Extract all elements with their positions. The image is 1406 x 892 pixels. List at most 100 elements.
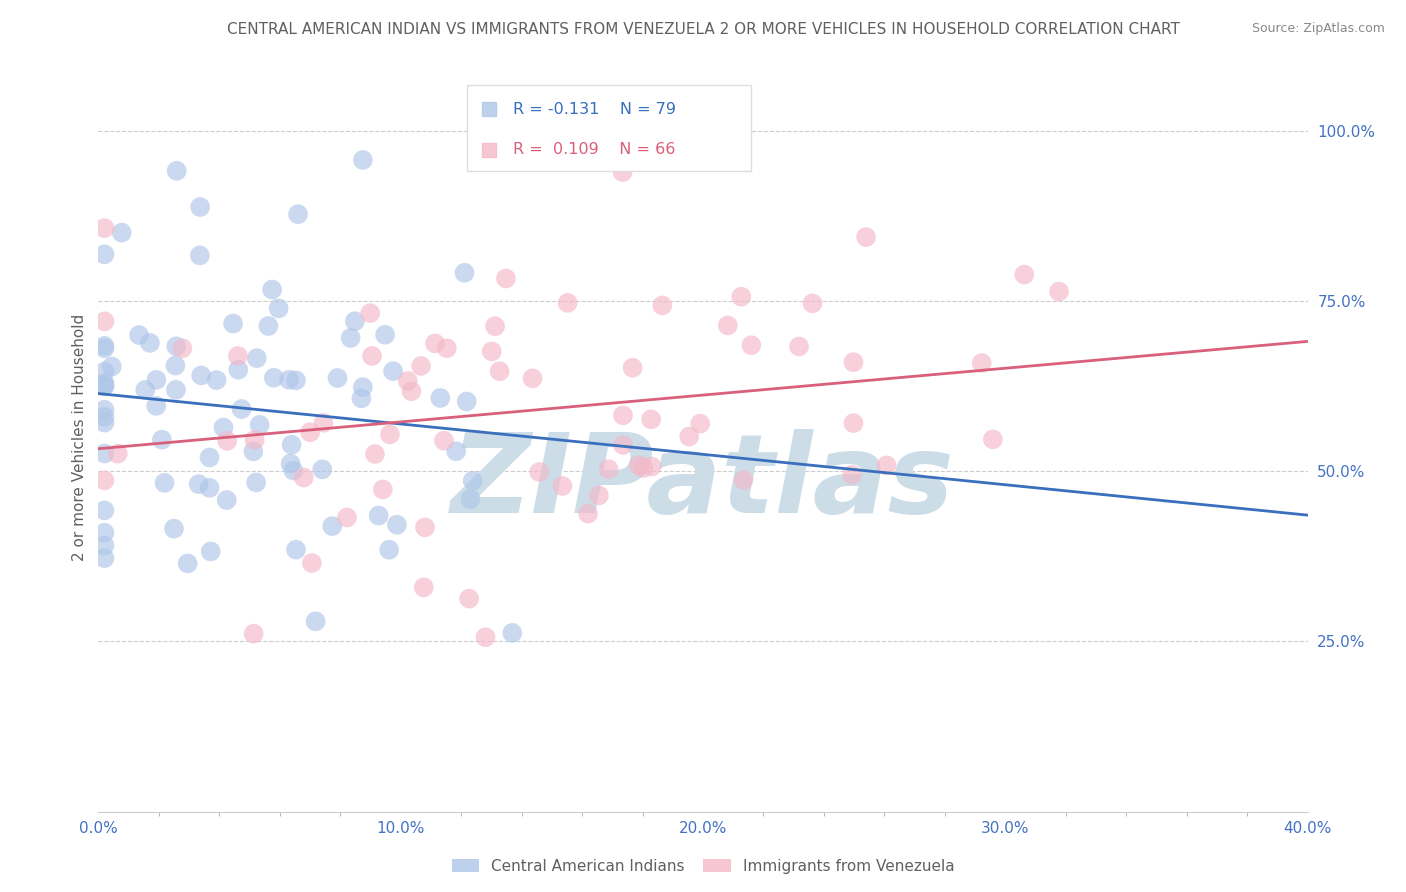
Point [488, 364, 510, 378]
Point [413, 520, 436, 534]
Point [263, 370, 285, 384]
Point [378, 542, 401, 557]
Point [429, 391, 451, 405]
Point [1063, 202, 1085, 217]
Text: Source: ZipAtlas.com: Source: ZipAtlas.com [1251, 22, 1385, 36]
Point [93, 341, 115, 355]
Point [378, 427, 401, 442]
Point [93, 378, 115, 392]
Point [453, 266, 475, 280]
Point [242, 444, 264, 458]
Point [165, 339, 187, 353]
Point [107, 447, 129, 461]
Point [374, 327, 396, 342]
Point [1063, 166, 1085, 180]
Point [433, 434, 456, 448]
Point [304, 615, 326, 629]
Point [222, 317, 245, 331]
Point [198, 481, 221, 495]
Point [481, 344, 503, 359]
Point [456, 394, 478, 409]
Point [436, 341, 458, 355]
Point [311, 462, 333, 476]
Point [267, 301, 290, 316]
Point [93, 365, 115, 379]
Point [145, 373, 167, 387]
Point [501, 626, 523, 640]
Point [717, 318, 740, 333]
Point [801, 296, 824, 310]
Point [551, 479, 574, 493]
Point [633, 461, 655, 475]
Point [730, 290, 752, 304]
Point [343, 314, 366, 328]
Point [970, 356, 993, 370]
Point [352, 153, 374, 167]
Point [93, 247, 115, 261]
Point [93, 339, 115, 353]
Point [283, 463, 305, 477]
Point [242, 626, 264, 640]
Point [367, 508, 389, 523]
Point [212, 420, 235, 434]
Point [336, 510, 359, 524]
Point [93, 503, 115, 517]
Point [621, 360, 644, 375]
Point [396, 374, 419, 388]
Point [280, 438, 302, 452]
Point [278, 373, 301, 387]
Point [93, 409, 115, 424]
Point [842, 355, 865, 369]
Point [93, 551, 115, 566]
Point [326, 371, 349, 385]
Point [128, 328, 150, 343]
Point [145, 399, 167, 413]
Point [495, 271, 517, 285]
Point [111, 226, 134, 240]
Point [243, 433, 266, 447]
Point [364, 447, 387, 461]
Point [284, 373, 307, 387]
Point [301, 556, 323, 570]
Point [249, 417, 271, 432]
Point [93, 416, 115, 430]
Point [198, 450, 221, 465]
Point [292, 470, 315, 484]
Point [627, 458, 650, 473]
Point [299, 425, 322, 440]
Point [188, 248, 211, 262]
Point [188, 200, 211, 214]
Point [409, 359, 432, 373]
Point [640, 459, 662, 474]
Point [246, 351, 269, 365]
Point [401, 384, 423, 399]
FancyBboxPatch shape [467, 85, 751, 171]
Point [740, 338, 762, 352]
Point [385, 517, 408, 532]
Point [287, 207, 309, 221]
Text: R = -0.131    N = 79: R = -0.131 N = 79 [513, 102, 676, 117]
Point [166, 163, 188, 178]
Point [678, 429, 700, 443]
Point [93, 379, 115, 393]
Point [93, 474, 115, 488]
Point [1047, 285, 1070, 299]
Point [165, 359, 187, 373]
Point [165, 383, 187, 397]
Point [93, 539, 115, 553]
Point [557, 296, 579, 310]
Point [474, 630, 496, 644]
Point [93, 221, 115, 235]
Point [190, 368, 212, 383]
Text: ZIPatlas: ZIPatlas [451, 428, 955, 535]
Point [150, 433, 173, 447]
Point [382, 364, 405, 378]
Point [172, 341, 194, 355]
Point [651, 298, 673, 312]
Point [855, 230, 877, 244]
Point [412, 580, 434, 594]
Point [689, 417, 711, 431]
Text: CENTRAL AMERICAN INDIAN VS IMMIGRANTS FROM VENEZUELA 2 OR MORE VEHICLES IN HOUSE: CENTRAL AMERICAN INDIAN VS IMMIGRANTS FR… [226, 22, 1180, 37]
Point [640, 412, 662, 426]
Point [93, 446, 115, 460]
